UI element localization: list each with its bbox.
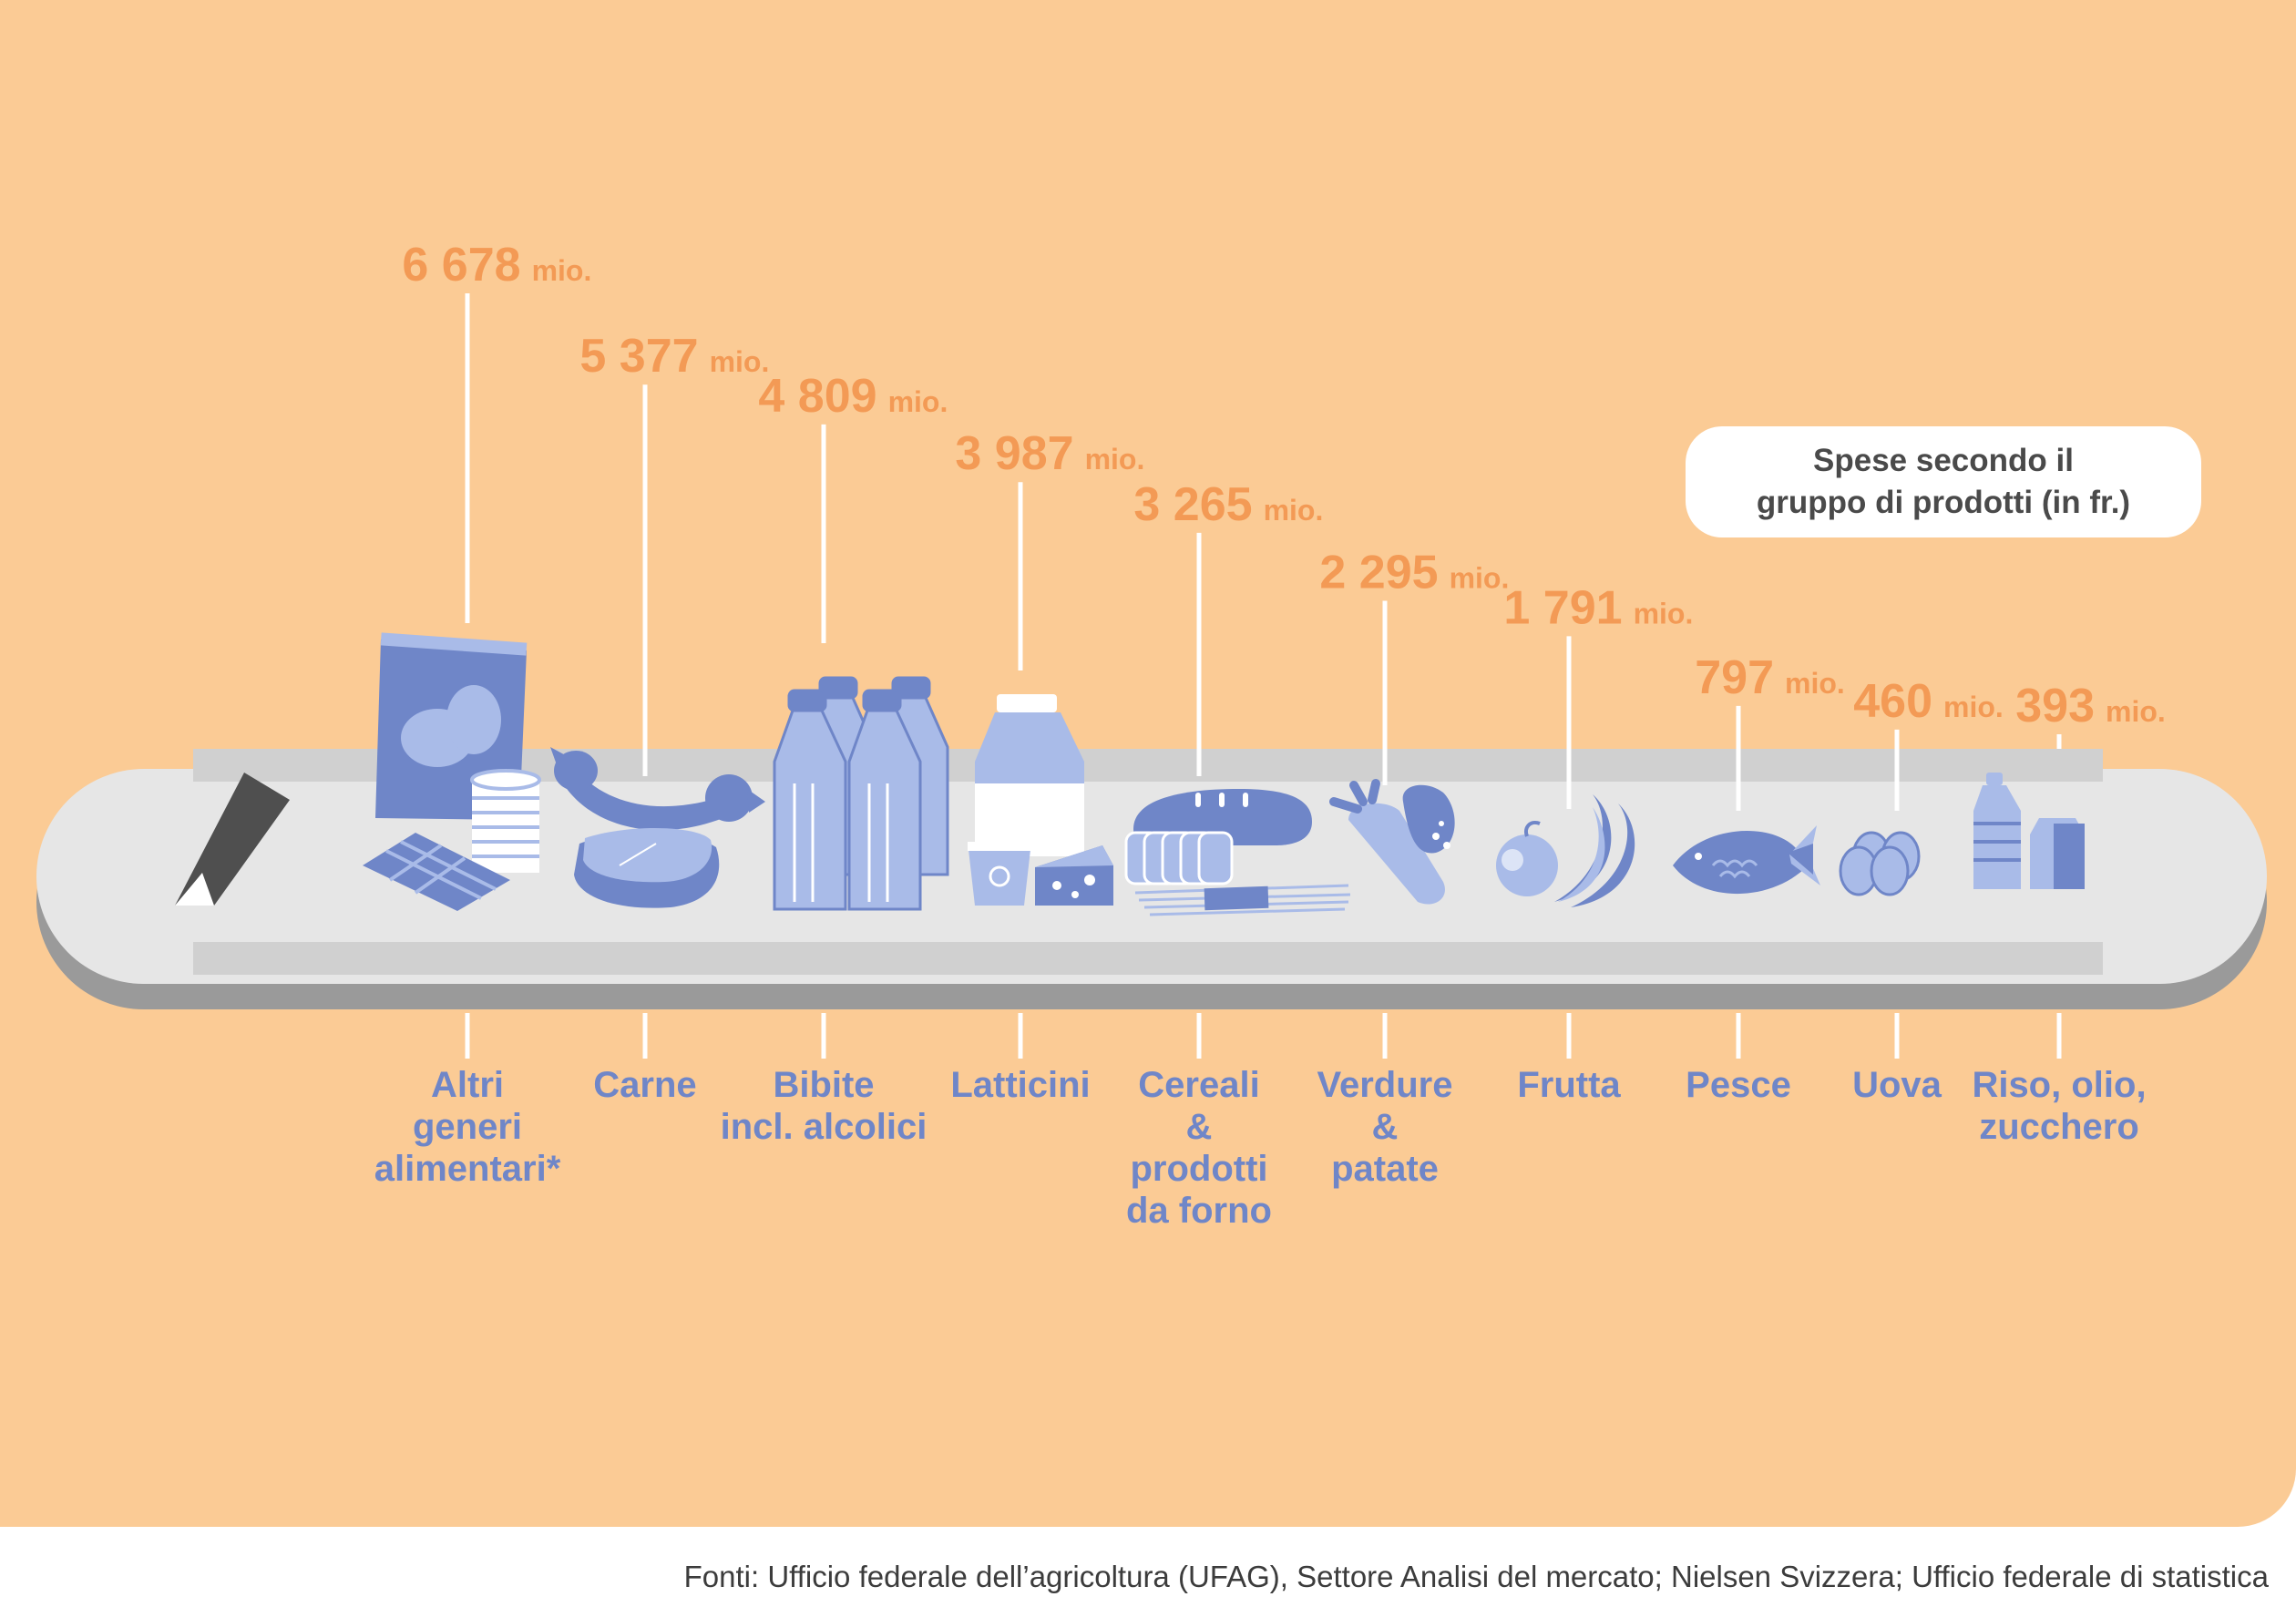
milk-yogurt-cheese-icon — [968, 694, 1113, 906]
category-label: Frutta — [1517, 1065, 1621, 1105]
value-label: 1 791 mio. — [1503, 581, 1693, 634]
value-label: 393 mio. — [2015, 680, 2166, 732]
category-label: Pesce — [1686, 1065, 1791, 1105]
value-label: 3 987 mio. — [955, 427, 1144, 480]
category-label: Cereali & prodotti da forno — [1126, 1065, 1272, 1231]
apple-banana-icon — [1496, 794, 1635, 907]
category-label: Riso, olio, zucchero — [1972, 1065, 2146, 1147]
category-label: Altri generi alimentari* — [374, 1065, 561, 1189]
oil-bottle-sugar-icon — [1973, 773, 2085, 889]
category-label: Bibite incl. alcolici — [721, 1065, 928, 1147]
value-label: 5 377 mio. — [579, 330, 769, 383]
source-note: Fonti: Ufficio federale dell’agricoltura… — [683, 1560, 2269, 1593]
value-label: 6 678 mio. — [402, 239, 591, 292]
category-label: Verdure & patate — [1317, 1065, 1453, 1189]
value-label: 460 mio. — [1853, 675, 2004, 728]
fish-icon — [1673, 825, 1820, 895]
snack-bag-chocolate-can-icon — [363, 632, 541, 911]
sausage-steak-icon — [550, 747, 765, 908]
value-label: 4 809 mio. — [758, 370, 948, 423]
bottles-icon — [773, 676, 949, 911]
belt-divider-icon — [175, 773, 290, 906]
value-label: 2 295 mio. — [1319, 547, 1509, 599]
category-label: Uova — [1852, 1065, 1942, 1105]
value-labels: 6 678 mio. 5 377 mio.4 809 mio.3 987 mio.3 26… — [402, 239, 2165, 732]
value-stems — [465, 293, 2062, 811]
chart-title: Spese secondo il gruppo di prodotti (in … — [1756, 443, 2131, 520]
legend-box: Spese secondo il gruppo di prodotti (in … — [1686, 426, 2201, 537]
carrot-potato-icon — [1329, 779, 1455, 905]
category-stems — [465, 1013, 2062, 1059]
bread-pasta-icon — [1124, 789, 1351, 916]
value-label: 3 265 mio. — [1133, 478, 1323, 531]
eggs-icon — [1839, 831, 1921, 896]
value-label: 797 mio. — [1695, 651, 1845, 704]
category-label: Latticini — [950, 1065, 1090, 1105]
category-labels: Altri generi alimentari* Carne Bibite incl. a… — [374, 1065, 2147, 1231]
category-label: Carne — [593, 1065, 696, 1105]
